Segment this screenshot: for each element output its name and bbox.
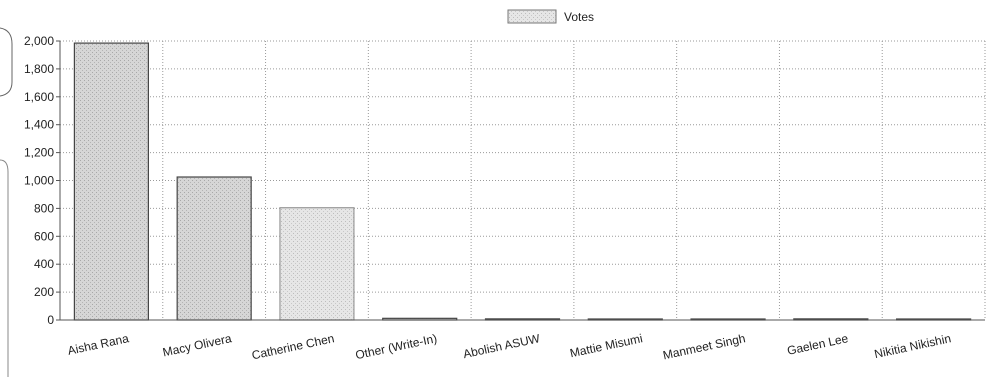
legend-label-votes: Votes xyxy=(564,10,594,24)
y-tick-label: 600 xyxy=(34,229,54,243)
x-tick-label: Gaelen Lee xyxy=(786,331,850,358)
y-tick-label: 1,200 xyxy=(24,146,54,160)
x-tick-label: Aisha Rana xyxy=(66,331,130,358)
x-tick-label: Abolish ASUW xyxy=(462,331,542,361)
x-tick-label: Mattie Misumi xyxy=(569,331,644,360)
y-tick-label: 1,600 xyxy=(24,90,54,104)
y-tick-label: 0 xyxy=(47,313,54,327)
y-tick-label: 200 xyxy=(34,285,54,299)
y-tick-label: 2,000 xyxy=(24,34,54,48)
y-tick-label: 1,800 xyxy=(24,62,54,76)
frame-remnant-lower xyxy=(0,159,9,377)
x-tick-label: Other (Write-In) xyxy=(354,331,438,362)
y-tick-label: 400 xyxy=(34,257,54,271)
legend: Votes xyxy=(507,9,594,24)
bars xyxy=(73,42,972,321)
bar-catherine-chen xyxy=(279,207,355,321)
x-tick-label: Nikitia Nikishin xyxy=(873,331,952,361)
frame-remnant xyxy=(0,27,13,97)
bar-aisha-rana xyxy=(73,42,149,321)
bar-macy-olivera xyxy=(176,176,252,321)
y-axis-ticks: 0 200 400 600 800 1,000 1,200 1,400 1,600 1,800 2,… xyxy=(24,34,60,327)
y-tick-label: 1,400 xyxy=(24,118,54,132)
y-tick-label: 800 xyxy=(34,201,54,215)
x-tick-label: Catherine Chen xyxy=(250,331,335,362)
x-tick-label: Manmeet Singh xyxy=(662,331,747,362)
legend-swatch xyxy=(507,9,557,24)
x-tick-label: Macy Olivera xyxy=(161,331,233,359)
x-axis-ticks: Aisha Rana Macy Olivera Catherine Chen Othe… xyxy=(66,331,952,362)
y-tick-label: 1,000 xyxy=(24,174,54,188)
